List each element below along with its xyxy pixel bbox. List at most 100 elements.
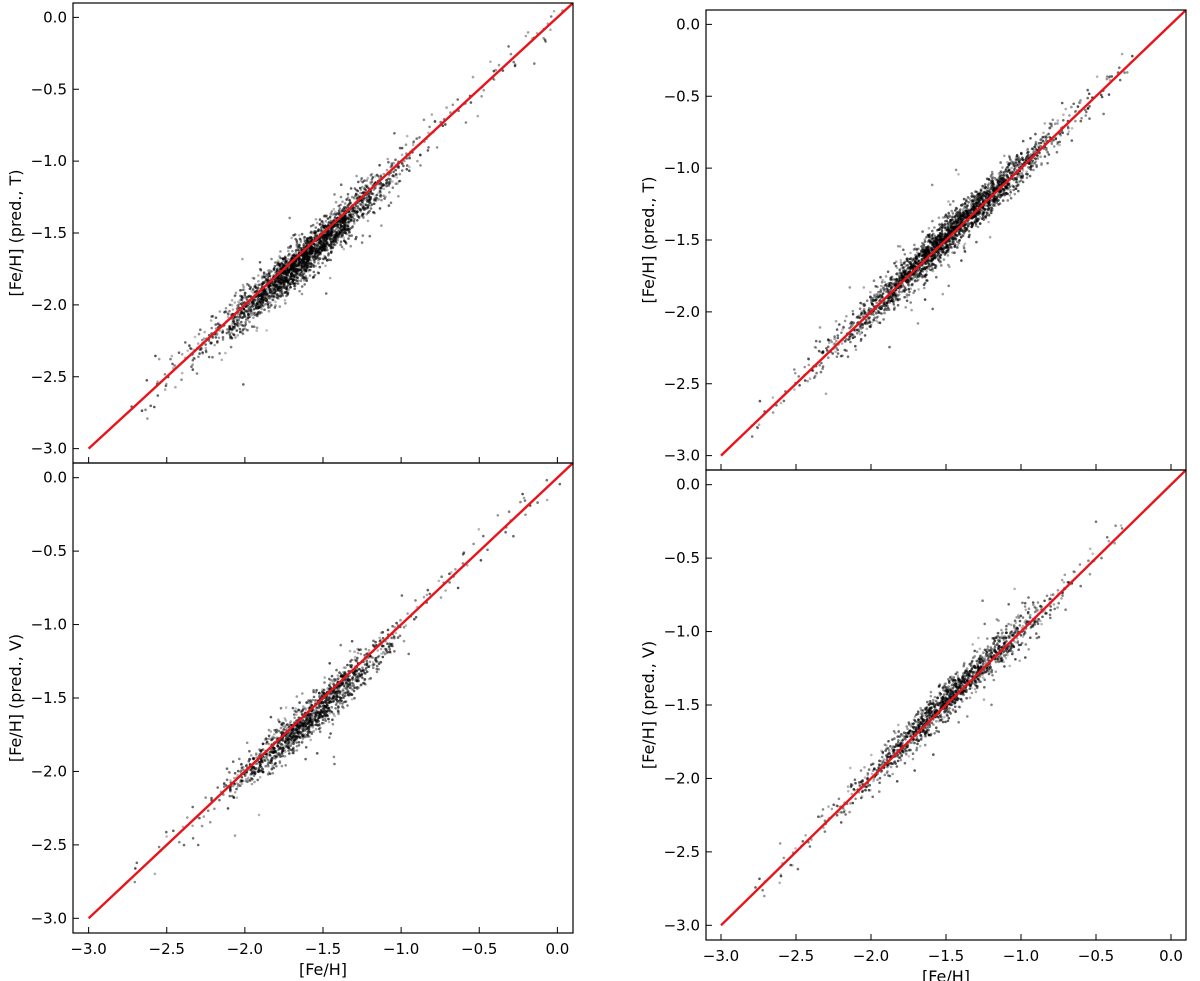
scatter-point: [164, 384, 168, 388]
scatter-point: [172, 829, 175, 833]
scatter-point: [368, 234, 372, 238]
scatter-point: [214, 316, 218, 320]
scatter-point: [336, 225, 339, 229]
scatter-point: [386, 157, 390, 161]
scatter-point: [268, 274, 271, 278]
scatter-point: [338, 220, 342, 224]
scatter-point: [960, 259, 963, 262]
scatter-point: [248, 307, 251, 310]
scatter-point: [371, 656, 374, 659]
scatter-point: [386, 642, 389, 645]
scatter-point: [909, 301, 912, 304]
scatter-point: [293, 287, 297, 291]
scatter-point: [362, 206, 366, 209]
scatter-point: [264, 737, 268, 740]
scatter-point: [280, 291, 284, 295]
scatter-point: [342, 666, 346, 669]
scatter-point: [281, 294, 285, 298]
scatter-point: [306, 276, 309, 280]
scatter-point: [303, 283, 307, 286]
scatter-point: [948, 215, 952, 218]
scatter-point: [348, 686, 352, 690]
scatter-point: [174, 385, 177, 389]
scatter-point: [281, 749, 285, 752]
scatter-point: [319, 239, 323, 242]
scatter-point: [1020, 172, 1024, 175]
scatter-point: [1099, 93, 1103, 97]
scatter-point: [317, 249, 321, 252]
scatter-point: [310, 252, 314, 255]
scatter-point: [411, 143, 415, 147]
scatter-point: [347, 228, 350, 231]
scatter-point: [300, 741, 304, 745]
scatter-point: [312, 695, 316, 699]
scatter-point: [246, 282, 249, 286]
scatter-point: [269, 295, 273, 299]
scatter-point: [346, 204, 349, 207]
scatter-point: [297, 243, 301, 246]
scatter-point: [247, 776, 250, 780]
scatter-point: [228, 332, 231, 336]
scatter-point: [324, 219, 328, 223]
scatter-point: [821, 365, 825, 368]
scatter-point: [328, 708, 332, 712]
scatter-point: [328, 276, 332, 280]
scatter-point: [285, 734, 288, 737]
scatter-point: [328, 220, 331, 223]
scatter-point: [312, 690, 315, 694]
scatter-point: [255, 329, 258, 332]
scatter-point: [297, 728, 300, 731]
scatter-point: [285, 273, 289, 276]
scatter-point: [299, 730, 303, 734]
scatter-point: [320, 228, 323, 232]
scatter-point: [1017, 189, 1020, 193]
scatter-point: [372, 643, 375, 647]
scatter-point: [325, 214, 328, 218]
scatter-point: [229, 345, 233, 349]
scatter-point: [313, 231, 316, 234]
scatter-point: [234, 294, 237, 297]
scatter-point: [284, 764, 288, 767]
scatter-point: [341, 702, 344, 705]
scatter-point: [229, 789, 232, 793]
scatter-point: [309, 250, 313, 254]
scatter-point: [333, 696, 337, 699]
y-tick-label: −0.5: [31, 80, 67, 98]
scatter-point: [233, 771, 237, 775]
scatter-point: [286, 726, 289, 730]
scatter-point: [357, 216, 361, 220]
scatter-point: [898, 287, 901, 290]
scatter-point: [295, 749, 299, 752]
scatter-point: [250, 768, 253, 771]
scatter-point: [307, 701, 311, 704]
scatter-point: [233, 294, 237, 298]
scatter-point: [252, 316, 255, 320]
scatter-point: [149, 404, 152, 408]
scatter-point: [348, 227, 352, 231]
scatter-point: [378, 186, 382, 189]
scatter-point: [262, 291, 266, 295]
scatter-point: [352, 219, 356, 223]
scatter-point: [454, 568, 457, 571]
scatter-point: [338, 207, 342, 210]
scatter-point: [348, 199, 352, 202]
scatter-point: [321, 708, 324, 711]
scatter-point: [325, 699, 329, 702]
scatter-point: [299, 279, 303, 283]
scatter-point: [263, 289, 267, 293]
scatter-point: [134, 867, 137, 870]
scatter-point: [388, 642, 392, 645]
scatter-point: [288, 747, 292, 751]
scatter-point: [154, 354, 157, 358]
scatter-point: [263, 288, 267, 291]
scatter-point: [309, 712, 313, 716]
scatter-point: [313, 717, 316, 721]
scatter-point: [333, 762, 336, 766]
scatter-point: [291, 731, 294, 734]
scatter-point: [382, 172, 386, 176]
scatter-point: [280, 752, 284, 755]
scatter-point: [327, 254, 330, 257]
scatter-point: [265, 740, 269, 744]
scatter-point: [287, 749, 290, 752]
x-tick-label: −1.0: [383, 940, 419, 958]
